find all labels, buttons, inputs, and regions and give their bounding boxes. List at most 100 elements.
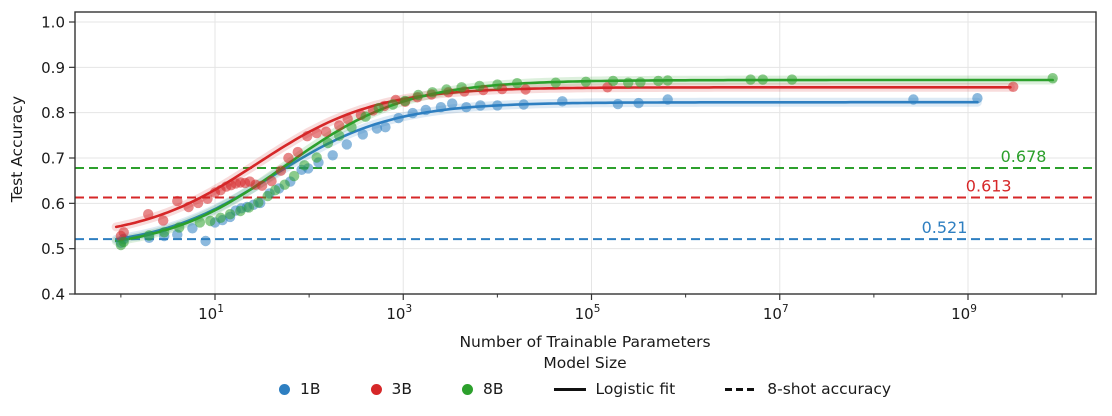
legend-label-8b: 8B [482,380,504,398]
scatter-point-8B [360,111,371,122]
scatter-point-1B [475,100,486,111]
scatter-point-8B [413,89,424,101]
scatter-point-8B [215,212,226,223]
scatter-point-3B [183,201,194,213]
legend-dot-icon-1b [278,383,290,395]
baseline-label-3B: 0.613 [966,176,1012,195]
scatter-point-8B [1047,73,1058,84]
scatter-point-8B [474,80,485,92]
scatter-point-1B [447,98,458,109]
scatter-point-8B [159,227,170,238]
scatter-point-1B [908,94,919,105]
scatter-point-1B [380,122,391,133]
scatter-point-8B [288,170,300,182]
legend-item-1b: 1B [278,380,321,398]
legend-label-8shot: 8-shot accuracy [767,380,892,398]
scatter-point-8B [311,152,322,163]
scatter-point-8B [427,87,438,98]
x-tick-label: 107 [763,303,789,323]
x-tick-label: 105 [575,303,601,323]
legend-title: Model Size [543,354,627,372]
scatter-point-3B [334,120,345,131]
legend-item-8b: 8B [461,380,504,398]
scatter-point-1B [461,102,472,113]
scatter-point-8B [653,75,664,87]
legend-dot-icon-3b [370,383,382,395]
scatter-point-1B [341,139,352,150]
scatter-point-8B [322,137,334,149]
scatter-point-8B [262,190,273,202]
scatter-point-8B [786,74,798,85]
scatter-point-3B [118,227,129,238]
scatter-point-8B [346,122,357,133]
scatter-point-1B [972,93,983,104]
y-tick-label: 0.9 [41,59,65,77]
scatter-point-8B [118,236,129,248]
x-tick-label: 103 [386,303,412,323]
scatter-point-8B [456,82,467,93]
scatter-point-1B [492,100,503,111]
scatter-point-3B [342,113,353,125]
scatter-point-3B [143,209,154,220]
scatter-point-3B [292,146,303,158]
scatter-point-1B [435,102,447,113]
scatter-point-3B [158,215,169,226]
scatter-point-3B [256,180,268,191]
fit-line-3B [114,86,1012,229]
scatter-point-3B [1008,81,1019,93]
scatter-point-8B [580,76,592,88]
legend: 1B 3B 8B Logistic fit 8-shot accuracy [278,380,891,398]
scatter-point-1B [327,150,338,161]
scatter-point-1B [407,107,418,119]
scatter-point-3B [283,152,294,164]
scatter-point-3B [275,165,287,176]
scatter-point-8B [224,209,236,220]
scatter-point-1B [420,104,431,116]
y-axis-label: Test Accuracy [8,96,26,203]
y-tick-label: 0.4 [41,286,65,304]
scatter-point-3B [311,127,322,139]
scatter-point-1B [187,223,198,234]
scatter-point-3B [266,175,277,187]
legend-label-1b: 1B [299,380,321,398]
scatter-point-8B [511,78,523,89]
scatter-point-1B [393,112,404,124]
scatter-point-3B [320,126,332,137]
scatter-point-3B [202,193,213,204]
y-tick-label: 0.5 [41,240,65,258]
scatter-point-1B [612,98,624,110]
scatter-point-8B [194,217,206,228]
legend-label-3b: 3B [391,380,412,398]
legend-dashed-line-icon [725,387,758,391]
scatter-point-8B [235,205,246,217]
scatter-point-8B [745,74,756,85]
legend-item-8shot: 8-shot accuracy [725,380,891,398]
scatter-point-8B [334,130,345,141]
scatter-point-8B [399,95,411,107]
scatter-point-1B [200,235,211,247]
scatter-point-1B [518,99,529,110]
legend-dot-icon-8b [461,383,473,395]
y-tick-label: 0.7 [41,150,65,168]
scatter-point-3B [520,84,531,95]
baseline-label-8B: 0.678 [1001,147,1047,166]
y-tick-label: 0.6 [41,195,65,213]
y-tick-label: 1.0 [41,14,65,32]
scatter-point-8B [279,179,290,190]
x-tick-label: 101 [198,303,224,323]
scatter-point-8B [623,77,634,88]
scatter-point-8B [143,230,155,241]
legend-item-logistic-fit: Logistic fit [553,380,675,398]
scatter-point-1B [371,123,383,134]
scatter-point-8B [607,75,619,87]
scatter-point-8B [253,197,264,208]
scatter-point-1B [357,129,368,140]
baseline-label-1B: 0.521 [922,218,968,237]
scatter-point-8B [373,102,384,114]
legend-solid-line-icon [553,387,586,391]
scatter-point-8B [270,185,281,196]
scatter-point-8B [550,77,561,88]
scatter-point-8B [635,77,646,88]
legend-label-logistic-fit: Logistic fit [595,380,676,398]
